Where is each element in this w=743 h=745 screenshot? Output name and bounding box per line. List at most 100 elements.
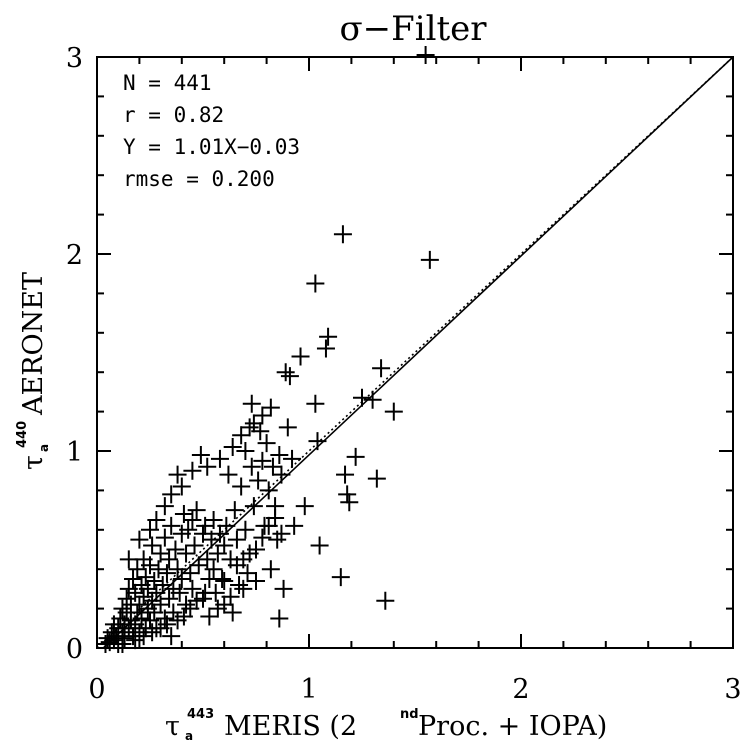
data-point: [376, 591, 395, 610]
data-point: [179, 520, 198, 539]
x-tick-label: 1: [300, 674, 317, 705]
data-point: [119, 550, 138, 569]
data-point: [143, 623, 162, 642]
data-point: [219, 465, 238, 484]
data-point: [416, 46, 435, 65]
data-point: [232, 477, 251, 496]
data-point: [261, 560, 280, 579]
data-point: [242, 457, 261, 476]
data-point: [187, 591, 206, 610]
data-point: [160, 550, 179, 569]
plot-area: [96, 46, 733, 654]
data-point: [249, 471, 268, 490]
data-point: [198, 550, 217, 569]
data-point: [136, 568, 155, 587]
data-point: [247, 572, 265, 591]
data-point: [128, 560, 147, 579]
data-point: [346, 447, 365, 466]
data-point: [384, 402, 403, 421]
data-point: [164, 603, 183, 622]
stat-n: N = 441: [123, 71, 212, 95]
data-point: [259, 481, 278, 500]
data-point: [183, 461, 202, 480]
data-point: [143, 536, 162, 555]
data-point: [236, 442, 255, 460]
data-point: [261, 398, 280, 417]
data-point: [227, 556, 246, 575]
data-point: [157, 615, 176, 634]
data-point: [308, 432, 327, 451]
x-tick-label: 3: [724, 674, 741, 705]
data-point: [157, 564, 176, 583]
data-point: [263, 457, 282, 476]
data-point: [331, 568, 350, 587]
data-point: [217, 516, 236, 535]
x-axis-label-superscript: 443: [187, 707, 214, 722]
data-point: [149, 560, 168, 579]
data-point: [147, 510, 166, 529]
x-axis-label: τ a 443 MERIS (2 nd Proc. + IOPA): [165, 707, 607, 743]
data-point: [113, 599, 132, 618]
data-point: [236, 520, 255, 539]
y-tick-label: 2: [66, 240, 83, 271]
stat-rmse: rmse = 0.200: [123, 167, 275, 191]
data-point: [257, 434, 276, 453]
data-point: [240, 544, 259, 563]
data-point: [166, 540, 185, 559]
x-axis-label-symbol: τ: [165, 711, 180, 742]
data-point: [333, 225, 352, 244]
data-point: [183, 579, 202, 598]
data-point: [126, 631, 145, 650]
data-point: [274, 579, 293, 598]
data-point: [266, 508, 285, 527]
data-point: [141, 520, 159, 539]
data-point: [319, 327, 338, 346]
data-point: [183, 510, 202, 529]
plot-frame: [96, 56, 734, 649]
data-point: [336, 465, 355, 484]
data-points: [96, 46, 439, 654]
data-point: [162, 516, 181, 535]
data-point: [181, 564, 200, 583]
data-point: [145, 572, 164, 591]
data-point: [253, 406, 272, 425]
data-point: [177, 595, 196, 614]
data-point: [278, 418, 297, 437]
data-point: [223, 603, 242, 622]
data-point: [191, 445, 210, 464]
data-point: [272, 465, 291, 484]
data-point: [353, 388, 371, 407]
data-point: [215, 572, 234, 591]
data-point: [310, 536, 329, 555]
data-point: [134, 627, 153, 646]
data-point: [141, 556, 159, 575]
stat-r: r = 0.82: [123, 103, 224, 127]
data-point: [130, 530, 149, 549]
data-point: [153, 575, 172, 594]
y-axis-label-symbol: τ: [18, 455, 49, 470]
y-axis-label-text: AERONET: [18, 272, 49, 416]
data-point: [240, 418, 259, 437]
data-point: [283, 449, 302, 468]
x-axis-label-subscript: a: [185, 729, 193, 743]
x-axis-label-text-before: MERIS (2: [224, 711, 357, 742]
data-point: [306, 274, 325, 293]
data-point: [244, 497, 263, 516]
data-point: [168, 465, 187, 484]
data-point: [225, 501, 244, 520]
fit-line: [102, 57, 733, 648]
data-point: [270, 445, 289, 464]
data-point: [196, 583, 215, 602]
data-point: [104, 631, 123, 650]
data-point: [130, 595, 149, 614]
data-point: [213, 570, 232, 589]
data-point: [170, 583, 189, 602]
x-axis-label-ordinal: nd: [400, 707, 419, 722]
data-point: [172, 477, 191, 496]
data-point: [162, 485, 181, 504]
x-tick-label: 2: [512, 674, 529, 705]
data-point: [232, 426, 251, 445]
data-point: [363, 390, 382, 409]
data-point: [316, 339, 335, 358]
